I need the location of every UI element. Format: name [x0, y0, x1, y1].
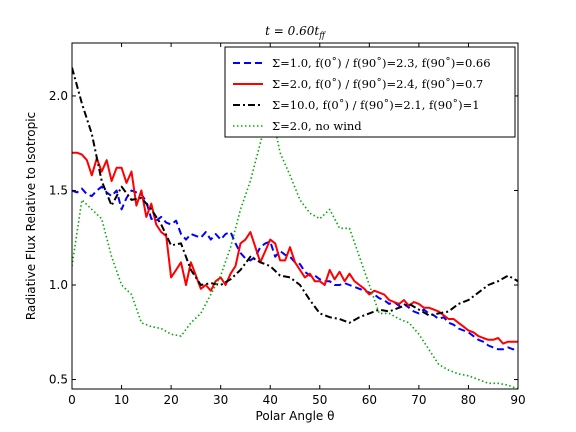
x-tick-label: 0 — [68, 393, 76, 407]
series-layer — [72, 67, 518, 389]
plot-frame — [71, 42, 519, 390]
series-line-2 — [72, 151, 518, 345]
x-tick-label: 30 — [213, 393, 228, 407]
y-tick-label: 0.5 — [49, 373, 68, 387]
legend-label-4: Σ=2.0, no wind — [272, 119, 362, 133]
x-tick-label: 10 — [114, 393, 129, 407]
legend-label-2: Σ=2.0, f(0˚) / f(90˚)=2.4, f(90˚)=0.7 — [272, 77, 483, 91]
y-axis-label: Radiative Flux Relative to Isotropic — [24, 112, 38, 320]
x-tick-label: 40 — [263, 393, 278, 407]
y-tick-label: 2.0 — [49, 89, 68, 103]
x-axis-label: Polar Angle θ — [256, 409, 335, 423]
x-tick-label: 80 — [461, 393, 476, 407]
x-tick-label: 50 — [312, 393, 327, 407]
x-tick-label: 90 — [510, 393, 525, 407]
legend-frame — [224, 46, 516, 138]
legend: Σ=1.0, f(0˚) / f(90˚)=2.3, f(90˚)=0.66 Σ=… — [224, 46, 516, 138]
x-tick-label: 70 — [411, 393, 426, 407]
legend-label-1: Σ=1.0, f(0˚) / f(90˚)=2.3, f(90˚)=0.66 — [272, 56, 491, 70]
y-tick-label: 1.5 — [49, 183, 68, 197]
x-tick-label: 20 — [163, 393, 178, 407]
y-tick-label: 1.0 — [49, 278, 68, 292]
series-line-4 — [72, 104, 518, 389]
chart-title: t = 0.60tff — [265, 24, 326, 40]
series-line-3 — [72, 67, 518, 324]
legend-label-3: Σ=10.0, f(0˚) / f(90˚)=2.1, f(90˚)=1 — [272, 98, 480, 112]
ticks-layer: 0 10 20 30 40 50 60 70 80 90 0.5 1.0 1.5 2.0 — [49, 43, 526, 407]
x-tick-label: 60 — [362, 393, 377, 407]
